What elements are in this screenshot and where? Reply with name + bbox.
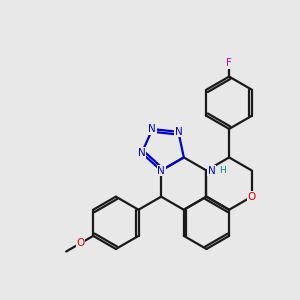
Text: F: F — [226, 58, 232, 68]
Text: N: N — [157, 166, 165, 176]
Text: N: N — [148, 124, 156, 134]
Text: H: H — [219, 166, 226, 175]
Text: N: N — [138, 148, 146, 158]
Text: O: O — [248, 192, 256, 202]
Text: N: N — [175, 127, 182, 137]
Text: N: N — [208, 166, 216, 176]
Text: O: O — [76, 238, 85, 248]
Text: N: N — [157, 166, 165, 176]
